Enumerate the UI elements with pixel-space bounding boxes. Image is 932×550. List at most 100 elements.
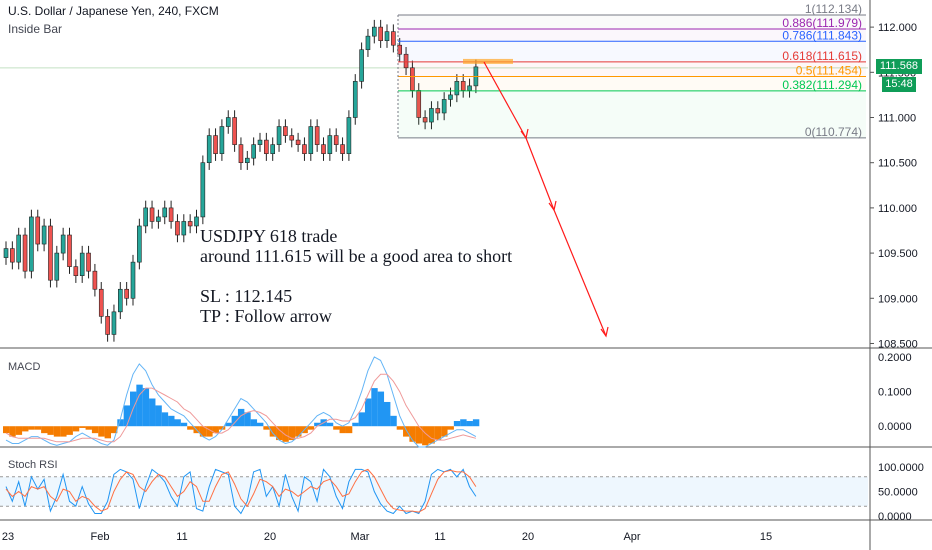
- macd-histogram-bar: [358, 412, 365, 427]
- candle-body: [422, 117, 428, 123]
- fib-zone: [398, 41, 866, 62]
- candle-body: [162, 207, 168, 218]
- candle-body: [137, 225, 142, 263]
- macd-histogram-bar: [237, 408, 245, 427]
- macd-histogram-bar: [199, 426, 207, 437]
- macd-tick-label: 0.1000: [878, 387, 912, 399]
- candle-body: [314, 126, 320, 145]
- projection-arrow[interactable]: [483, 61, 609, 338]
- candle-body: [92, 270, 98, 290]
- candle-body: [48, 225, 53, 281]
- candle-body: [130, 261, 136, 299]
- macd-histogram-bar: [409, 426, 416, 442]
- candle-body: [156, 216, 161, 222]
- time-tick-label: 11: [176, 531, 187, 543]
- candle-body: [124, 288, 129, 299]
- macd-histogram-bar: [352, 422, 359, 427]
- candle-body: [10, 248, 15, 263]
- candle-body: [206, 135, 212, 164]
- macd-histogram-bar: [472, 419, 480, 427]
- macd-histogram-bar: [441, 426, 448, 437]
- candle-body: [168, 207, 174, 222]
- macd-histogram-bar: [91, 426, 99, 434]
- macd-histogram-bar: [250, 419, 258, 427]
- macd-tick-label: 0.0000: [878, 421, 912, 433]
- macd-histogram-bar: [212, 426, 219, 434]
- macd-histogram-bar: [123, 405, 131, 427]
- price-candles: [3, 19, 479, 342]
- candle-body: [16, 234, 22, 263]
- macd-histogram-bar: [276, 426, 283, 441]
- time-axis: 23 Feb 11 20 Mar 11 20 Apr 15: [2, 531, 772, 543]
- macd-histogram-bar: [396, 426, 404, 430]
- fib-zone: [398, 90, 866, 138]
- candle-body: [448, 94, 453, 100]
- fib-level-label: 0.382(111.294): [782, 78, 862, 92]
- macd-histogram-bar: [142, 388, 150, 427]
- candle-body: [391, 31, 396, 46]
- macd-histogram-bar: [9, 426, 16, 437]
- time-tick-label: Feb: [91, 531, 110, 543]
- macd-histogram-bar: [22, 426, 29, 432]
- candle-body: [340, 144, 345, 154]
- candle-body: [460, 81, 466, 91]
- fibonacci-levels[interactable]: 1(112.134)0.886(111.979)0.786(111.843) 0.…: [397, 2, 866, 139]
- macd-label[interactable]: MACD: [8, 361, 41, 373]
- candle-body: [143, 207, 148, 227]
- fib-zone: [398, 15, 866, 30]
- candle-body: [467, 85, 472, 91]
- macd-histogram-bar: [466, 421, 473, 427]
- indicator-name[interactable]: Inside Bar: [8, 22, 63, 36]
- stoch-band: [0, 476, 868, 507]
- macd-histogram-bar: [60, 426, 67, 437]
- candle-body: [175, 221, 180, 236]
- macd-histogram-bar: [47, 426, 54, 435]
- macd-histogram-bar: [155, 405, 162, 427]
- arrow-segment: [553, 209, 607, 337]
- macd-tick-label: 0.2000: [878, 352, 912, 364]
- candle-body: [200, 162, 206, 218]
- macd-histogram-bar: [168, 415, 175, 427]
- note-line-2: around 111.615 will be a good area to sh…: [200, 246, 513, 266]
- macd-histogram-bar: [428, 426, 435, 444]
- candle-body: [429, 108, 434, 123]
- macd-histogram-bar: [79, 426, 86, 428]
- candle-body: [111, 311, 117, 335]
- arrow-segment: [525, 137, 555, 211]
- candle-body: [365, 35, 371, 51]
- candle-body: [35, 216, 41, 245]
- arrow-head: [548, 200, 557, 212]
- candle-body: [264, 139, 269, 154]
- candle-body: [181, 221, 187, 236]
- macd-histogram-bar: [345, 426, 353, 434]
- fib-level-label: 0.5(111.454): [796, 63, 862, 77]
- stoch-k-line: [5, 468, 477, 515]
- macd-histogram-bar: [149, 398, 156, 427]
- macd-histogram-bar: [28, 426, 35, 430]
- candle-body: [371, 26, 377, 37]
- candle-body: [245, 157, 250, 164]
- macd-histogram-bar: [104, 426, 111, 439]
- candle-body: [441, 99, 447, 114]
- macd-signal-line: [5, 373, 477, 443]
- candle-body: [213, 135, 218, 154]
- macd-histogram-bar: [187, 426, 194, 430]
- fib-level-label: 0.786(111.843): [782, 28, 862, 42]
- candle-body: [86, 252, 91, 272]
- time-tick-label: 20: [264, 531, 276, 543]
- macd-histogram-bar: [3, 426, 10, 434]
- candle-body: [416, 90, 422, 118]
- candle-body: [98, 288, 104, 317]
- candle-body: [79, 252, 85, 276]
- macd-histogram-bar: [180, 422, 188, 427]
- macd-histogram-bar: [295, 426, 302, 437]
- time-tick-label: 11: [434, 531, 445, 543]
- stoch-rsi-label[interactable]: Stoch RSI: [8, 459, 58, 471]
- time-tick-label: 15: [760, 531, 772, 543]
- macd-histogram-bar: [117, 419, 124, 427]
- candle-body: [257, 139, 263, 145]
- macd-histogram-bar: [326, 422, 334, 427]
- arrow-head: [600, 326, 609, 338]
